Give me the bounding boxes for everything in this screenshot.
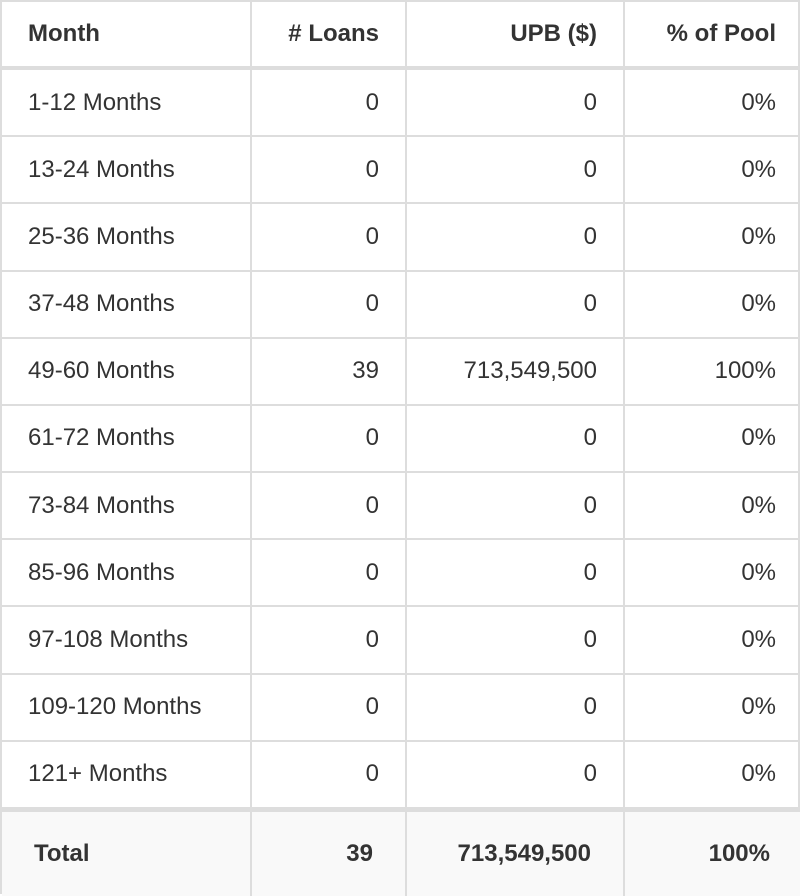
row-upb-cell: 0 xyxy=(407,70,625,138)
row-loans-cell: 0 xyxy=(252,204,407,272)
row-loans-cell: 0 xyxy=(252,70,407,138)
row-month-cell: 49-60 Months xyxy=(2,338,252,406)
row-month-cell: 121+ Months xyxy=(2,741,252,809)
row-month-cell: 73-84 Months xyxy=(2,473,252,541)
row-upb-cell: 0 xyxy=(407,204,625,272)
row-loans-cell: 0 xyxy=(252,741,407,809)
total-month-cell: Total xyxy=(2,808,252,896)
row-upb-cell: 0 xyxy=(407,607,625,675)
row-month-cell: 13-24 Months xyxy=(2,137,252,205)
header-month-cell: Month xyxy=(2,2,252,70)
row-month-cell: 1-12 Months xyxy=(2,70,252,138)
row-month-cell: 109-120 Months xyxy=(2,674,252,742)
row-loans-cell: 39 xyxy=(252,338,407,406)
row-upb-cell: 713,549,500 xyxy=(407,338,625,406)
row-loans-cell: 0 xyxy=(252,540,407,608)
row-upb-cell: 0 xyxy=(407,137,625,205)
row-pct-pool-cell: 0% xyxy=(625,204,800,272)
total-loans-cell: 39 xyxy=(252,808,407,896)
row-upb-cell: 0 xyxy=(407,473,625,541)
row-loans-cell: 0 xyxy=(252,271,407,339)
header-upb-cell: UPB ($) xyxy=(407,2,625,70)
row-pct-pool-cell: 0% xyxy=(625,607,800,675)
row-pct-pool-cell: 0% xyxy=(625,473,800,541)
row-month-cell: 85-96 Months xyxy=(2,540,252,608)
row-upb-cell: 0 xyxy=(407,405,625,474)
header-pct-pool-cell: % of Pool xyxy=(625,2,800,70)
row-pct-pool-cell: 0% xyxy=(625,742,800,809)
row-month-cell: 25-36 Months xyxy=(2,204,252,272)
row-upb-cell: 0 xyxy=(407,540,625,608)
header-loans-cell: # Loans xyxy=(252,2,407,70)
row-loans-cell: 0 xyxy=(252,607,407,675)
row-pct-pool-cell: 100% xyxy=(625,339,800,406)
row-upb-cell: 0 xyxy=(407,271,625,339)
row-month-cell: 97-108 Months xyxy=(2,607,252,675)
row-pct-pool-cell: 0% xyxy=(625,406,800,474)
total-upb-cell: 713,549,500 xyxy=(407,808,625,896)
row-upb-cell: 0 xyxy=(407,674,625,742)
row-loans-cell: 0 xyxy=(252,674,407,742)
row-pct-pool-cell: 0% xyxy=(625,272,800,339)
row-upb-cell: 0 xyxy=(407,741,625,809)
row-loans-cell: 0 xyxy=(252,137,407,205)
row-loans-cell: 0 xyxy=(252,473,407,541)
row-month-cell: 61-72 Months xyxy=(2,405,252,474)
row-pct-pool-cell: 0% xyxy=(625,675,800,742)
row-loans-cell: 0 xyxy=(252,405,407,474)
row-pct-pool-cell: 0% xyxy=(625,137,800,205)
row-pct-pool-cell: 0% xyxy=(625,70,800,138)
row-pct-pool-cell: 0% xyxy=(625,540,800,608)
row-month-cell: 37-48 Months xyxy=(2,271,252,339)
total-pct-pool-cell: 100% xyxy=(625,808,800,896)
